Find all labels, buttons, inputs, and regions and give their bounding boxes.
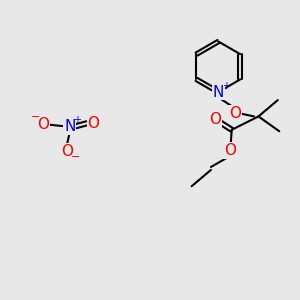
Text: N: N bbox=[64, 119, 75, 134]
Text: +: + bbox=[222, 81, 230, 91]
Text: −: − bbox=[31, 112, 40, 122]
Text: O: O bbox=[229, 106, 241, 121]
Text: O: O bbox=[37, 117, 49, 132]
Text: O: O bbox=[61, 144, 73, 159]
Text: O: O bbox=[209, 112, 221, 127]
Text: O: O bbox=[88, 116, 100, 131]
Text: +: + bbox=[73, 115, 81, 125]
Text: −: − bbox=[70, 152, 80, 162]
Text: N: N bbox=[213, 85, 224, 100]
Text: O: O bbox=[224, 143, 236, 158]
